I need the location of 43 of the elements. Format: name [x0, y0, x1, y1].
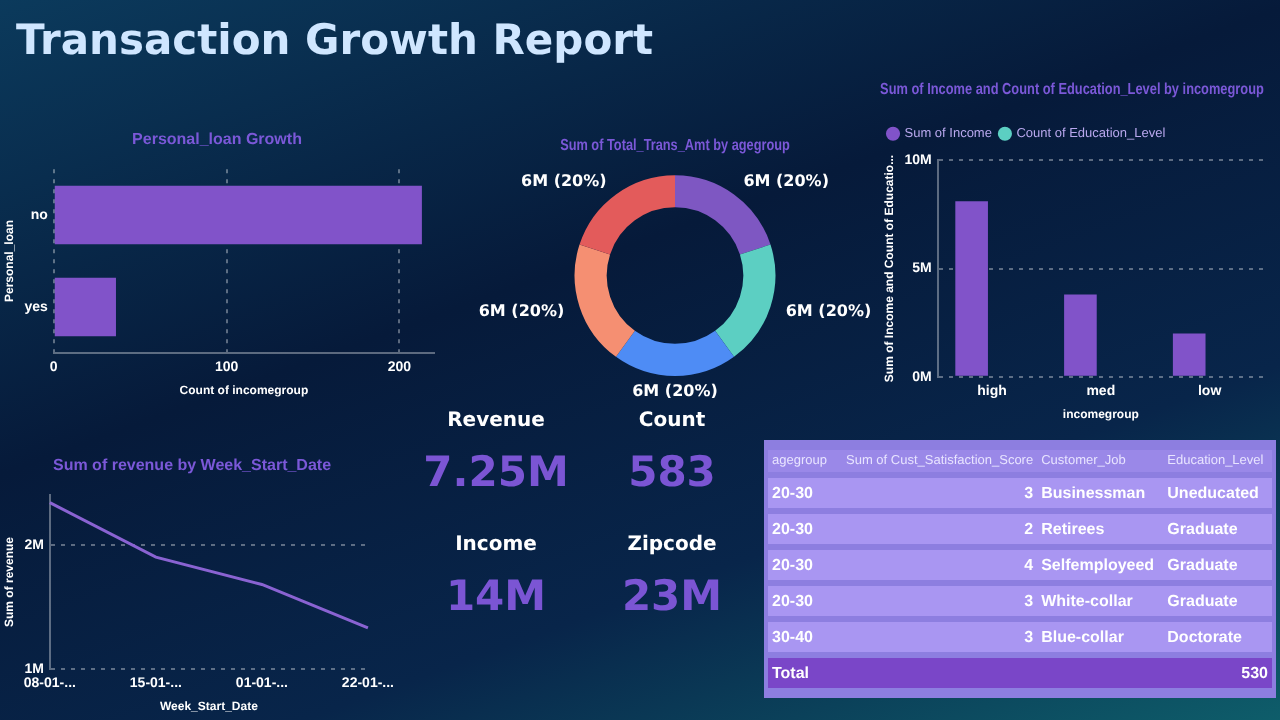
text: 14M	[443, 572, 549, 620]
text: White-collar	[1037, 586, 1164, 616]
text: 2	[833, 514, 1038, 544]
text: Blue-collar	[1037, 622, 1164, 652]
bar	[1172, 333, 1206, 376]
data-label: 6M (20%)	[632, 382, 718, 401]
bar	[955, 201, 988, 376]
chart-title: Personal_loan Growth	[132, 130, 303, 149]
bar	[1064, 294, 1097, 376]
text: 583	[626, 448, 718, 496]
text: Total	[768, 658, 834, 688]
text: 20-30	[768, 478, 834, 508]
text: Count	[636, 410, 708, 432]
text: Income	[453, 534, 539, 556]
text: 3	[833, 478, 1038, 508]
text: 530	[833, 658, 1272, 688]
data-label: 6M (20%)	[785, 301, 872, 320]
chart-title: Sum of Income and Count of Education_Level by incomegroup	[880, 78, 1265, 99]
text: Selfemployeed	[1037, 550, 1164, 580]
text: 7.25M	[421, 448, 571, 496]
text: Zipcode	[625, 534, 719, 556]
data-label: 6M (20%)	[478, 301, 565, 320]
text: Doctorate	[1163, 622, 1272, 652]
text: Transaction Growth Report	[16, 16, 654, 64]
text: 20-30	[768, 586, 834, 616]
text: Graduate	[1163, 514, 1272, 544]
text: 23M	[619, 572, 725, 620]
chart-title: Sum of Total_Trans_Amt by agegroup	[560, 134, 791, 155]
text: Retirees	[1037, 514, 1164, 544]
text: 4	[833, 550, 1038, 580]
text: 20-30	[768, 514, 834, 544]
text: Uneducated	[1163, 478, 1272, 508]
text: 3	[833, 586, 1038, 616]
text: Graduate	[1163, 586, 1272, 616]
text: Graduate	[1163, 550, 1272, 580]
text: 30-40	[768, 622, 834, 652]
text: 20-30	[768, 550, 834, 580]
data-label: 6M (20%)	[521, 171, 607, 190]
data-label: 6M (20%)	[743, 171, 829, 190]
chart-title: Sum of revenue by Week_Start_Date	[52, 456, 333, 475]
text: 3	[833, 622, 1038, 652]
text: Businessman	[1037, 478, 1164, 508]
text: Revenue	[445, 410, 547, 432]
